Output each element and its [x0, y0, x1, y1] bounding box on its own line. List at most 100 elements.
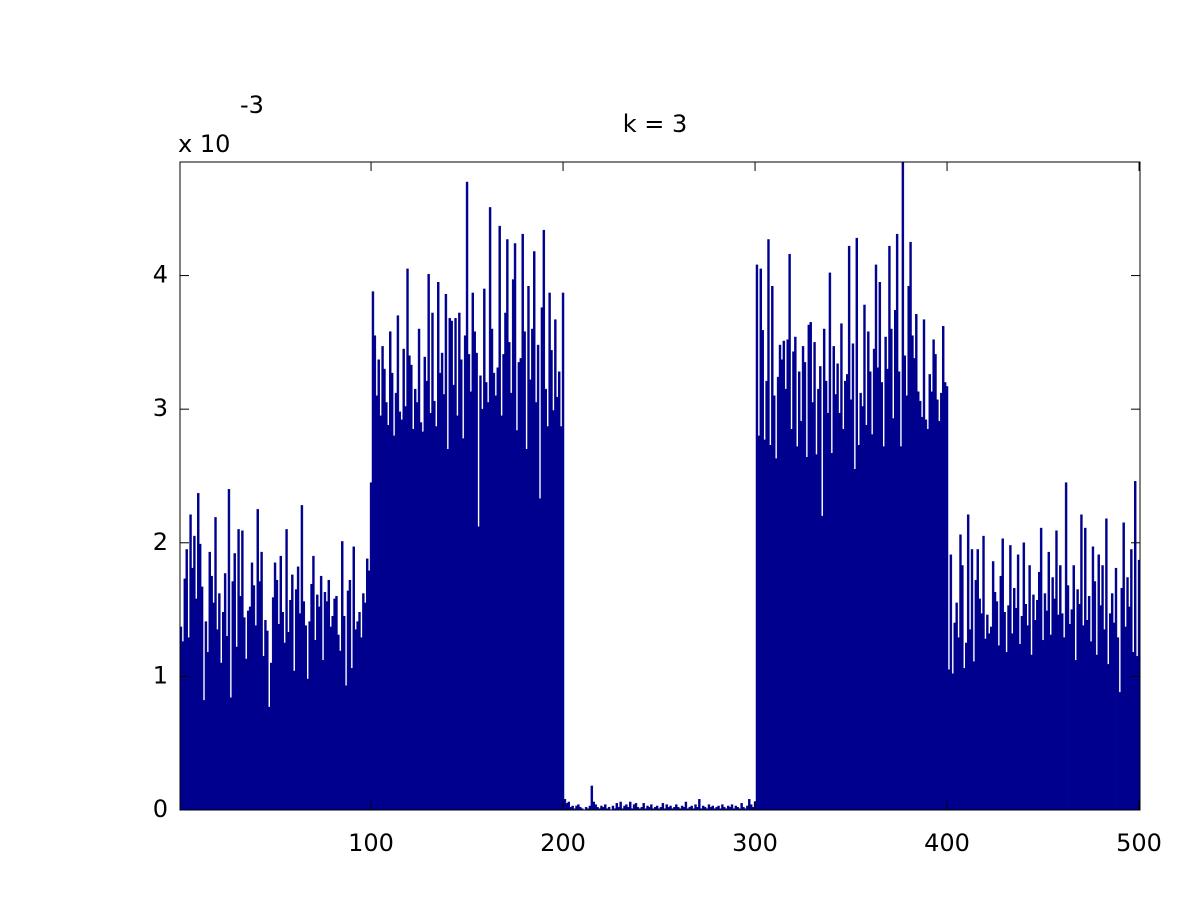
- bar: [822, 328, 826, 811]
- bar: [218, 593, 221, 811]
- bar: [684, 801, 688, 811]
- bar: [844, 380, 847, 811]
- bar: [477, 526, 480, 811]
- bar: [995, 601, 999, 811]
- bar: [494, 395, 498, 811]
- bar: [901, 161, 905, 811]
- bar: [801, 346, 805, 811]
- bar: [319, 575, 323, 811]
- bar: [790, 428, 793, 811]
- bar: [369, 482, 373, 811]
- bar: [479, 375, 482, 811]
- bar: [1124, 626, 1127, 811]
- bar: [404, 406, 407, 811]
- bar: [490, 328, 494, 811]
- bar: [629, 801, 632, 811]
- bar: [337, 634, 340, 811]
- bar: [1014, 608, 1018, 811]
- bar: [646, 805, 649, 811]
- bar: [392, 435, 396, 811]
- bar: [792, 351, 795, 811]
- bar: [849, 399, 853, 811]
- bar: [419, 422, 423, 811]
- bar: [878, 281, 882, 811]
- bar: [828, 272, 832, 811]
- bar: [540, 307, 544, 811]
- bar: [953, 622, 956, 811]
- bar: [1128, 606, 1131, 811]
- bar: [285, 529, 288, 811]
- bar: [805, 457, 809, 811]
- y-tick-label: 3: [153, 394, 168, 422]
- bar: [212, 602, 215, 811]
- bar: [425, 380, 428, 811]
- bar: [513, 243, 517, 811]
- bar: [548, 292, 551, 811]
- bar: [911, 335, 914, 811]
- bar: [1049, 634, 1052, 811]
- bar: [851, 343, 855, 811]
- bar: [680, 805, 684, 811]
- bar: [289, 599, 292, 811]
- bar: [899, 446, 903, 811]
- bar: [1062, 637, 1066, 811]
- bar: [980, 613, 983, 811]
- bar: [438, 372, 442, 811]
- bar: [734, 805, 738, 811]
- bar: [1053, 598, 1056, 811]
- bar: [915, 314, 918, 811]
- bar: [769, 444, 772, 811]
- bar: [329, 626, 332, 811]
- bar: [749, 804, 753, 811]
- bar: [701, 805, 705, 811]
- bar: [398, 411, 402, 811]
- bar: [264, 620, 267, 811]
- bar: [941, 326, 945, 811]
- chart-title: k = 3: [623, 110, 688, 138]
- bar: [1022, 542, 1026, 811]
- bar: [567, 801, 571, 811]
- bar: [1059, 565, 1062, 811]
- bar: [857, 444, 860, 811]
- bar: [746, 805, 749, 811]
- y-tick-label: 0: [153, 795, 168, 823]
- bar: [246, 610, 250, 811]
- bar: [446, 449, 450, 811]
- bar: [394, 392, 398, 811]
- bar: [886, 368, 889, 811]
- bar: [759, 268, 763, 811]
- bar: [863, 304, 866, 811]
- bar: [423, 356, 427, 811]
- bar: [377, 359, 380, 811]
- bar: [214, 517, 217, 811]
- bar: [711, 805, 715, 811]
- bar: [600, 805, 603, 811]
- bar: [976, 549, 979, 811]
- bar: [412, 428, 415, 811]
- bar: [955, 602, 958, 811]
- bar: [283, 642, 286, 811]
- bar: [917, 391, 920, 811]
- bar: [623, 805, 626, 811]
- bar: [231, 581, 235, 811]
- bar: [588, 805, 592, 811]
- bar: [1036, 599, 1039, 811]
- bar: [364, 602, 367, 811]
- bar: [853, 469, 857, 811]
- bar: [1072, 565, 1075, 811]
- bar: [1126, 577, 1129, 811]
- bar: [421, 431, 425, 811]
- bar: [415, 402, 419, 811]
- axes: 0 1 2 3 4 100 200 300 400 500: [153, 161, 1162, 857]
- bar: [991, 561, 995, 811]
- bar: [940, 392, 943, 811]
- bar: [294, 589, 298, 811]
- bar: [930, 391, 933, 811]
- bar: [367, 570, 371, 811]
- axes-box: [179, 161, 1141, 811]
- bar: [590, 785, 594, 811]
- bar: [492, 372, 496, 811]
- bar: [575, 805, 578, 811]
- bar: [523, 331, 526, 811]
- bar: [1105, 518, 1108, 811]
